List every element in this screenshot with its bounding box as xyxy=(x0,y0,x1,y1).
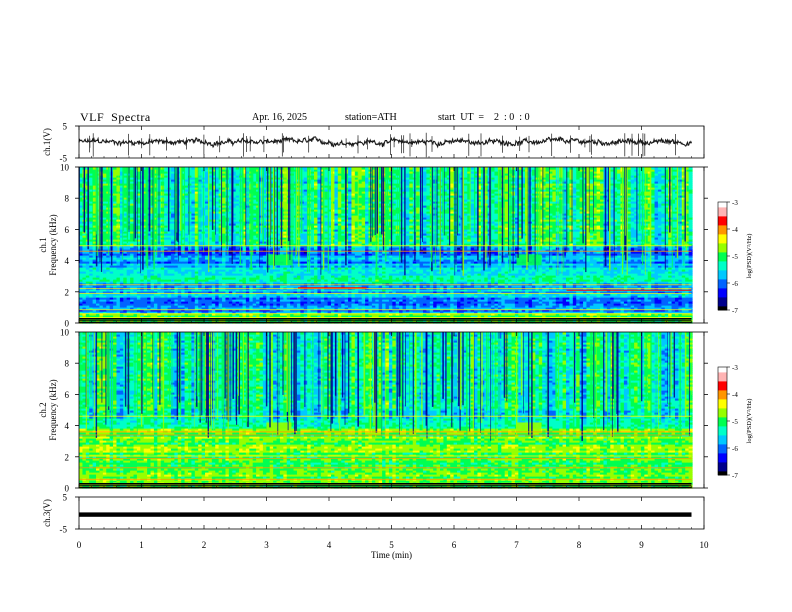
ch1-spectrogram-ytick-0: 0 xyxy=(65,319,70,329)
ch1-spectrogram-ytick-2: 4 xyxy=(65,256,70,266)
x-axis: 0 1 2 3 4 5 6 7 8 9 10 Time (min) xyxy=(77,126,709,560)
ch1-spectrogram-ytick-1: 2 xyxy=(65,287,70,297)
ch1-spikes xyxy=(89,132,676,158)
ch1-spectrogram-ytick-4: 8 xyxy=(65,194,70,204)
ch1-spectrogram-cbtick-2: -5 xyxy=(732,253,738,261)
xtick-1: 1 xyxy=(139,540,144,550)
ch2-spectrogram-cblabel: log(PSD)(V²/Hz) xyxy=(746,399,753,444)
ch3-waveform-ylabel: ch.3(V) xyxy=(42,499,52,527)
xtick-5: 5 xyxy=(389,540,394,550)
ch1-trace xyxy=(78,135,693,149)
ch3-waveform-ytick-1: -5 xyxy=(60,525,68,535)
xtick-3: 3 xyxy=(264,540,269,550)
ch1-waveform-ytick-0: 5 xyxy=(63,122,68,132)
xtick-2: 2 xyxy=(202,540,207,550)
ch1-spectrogram-ytick-5: 10 xyxy=(60,163,70,173)
ch1-spectrogram-cbtick-3: -6 xyxy=(732,280,738,288)
xtick-8: 8 xyxy=(577,540,582,550)
ch2-spectrogram-ytick-1: 2 xyxy=(65,452,70,462)
ch1-waveform-ytick-1: -5 xyxy=(60,154,68,164)
ch1-spectrogram-lines xyxy=(79,245,692,323)
ch2-spectrogram-streaks xyxy=(80,332,692,442)
ch1-spectrogram-patch-0 xyxy=(266,254,292,266)
xtick-9: 9 xyxy=(639,540,644,550)
ch1-waveform-ylabel: ch.1(V) xyxy=(42,128,52,156)
ch1-spectrogram-cbtick-4: -7 xyxy=(732,307,738,315)
figure-title: VLF Spectra xyxy=(80,110,151,125)
ch2-spectrogram-ylabel: ch.2Frequency (kHz) xyxy=(38,379,58,440)
ch1-spectrogram-cbtick-0: -3 xyxy=(732,199,738,207)
ch2-spectrogram-ytick-3: 6 xyxy=(65,390,70,400)
station-label: station=ATH xyxy=(345,112,397,123)
xtick-6: 6 xyxy=(452,540,457,550)
ch2-spectrogram-colorbar: -3 -4 -5 -6 -7 log(PSD)(V²/Hz) xyxy=(717,364,753,480)
ch2-spectrogram-ytick-4: 8 xyxy=(65,359,70,369)
ch2-spectrogram-cbtick-4: -7 xyxy=(732,472,738,480)
ch3-waveform-ytick-0: 5 xyxy=(63,493,68,503)
ch2-spectrogram-cbtick-3: -6 xyxy=(732,445,738,453)
ch1-spectrogram-streaks xyxy=(78,167,687,276)
ch1-spectrogram-ytick-3: 6 xyxy=(65,225,70,235)
ch2-spectrogram-ytick-0: 0 xyxy=(65,484,70,494)
ch2-spectrogram-cbtick-0: -3 xyxy=(732,364,738,372)
ch1-spectrogram-cbtick-1: -4 xyxy=(732,226,738,234)
ch2-spectrogram-patch-0 xyxy=(266,422,292,434)
xtick-0: 0 xyxy=(77,540,82,550)
ch2-spectrogram-cells xyxy=(79,332,693,489)
ch1-spectrogram-patch-1 xyxy=(516,254,542,266)
ch2-spectrogram-ytick-2: 4 xyxy=(65,421,70,431)
ch3-trace xyxy=(79,512,692,517)
ch1-spectrogram-ylabel: ch.1Frequency (kHz) xyxy=(38,214,58,275)
ch1-spectrogram-colorbar: -3 -4 -5 -6 -7 log(PSD)(V²/Hz) xyxy=(717,199,753,315)
x-axis-label: Time (min) xyxy=(371,550,412,560)
ch2-spectrogram-lines xyxy=(79,415,692,488)
date-label: Apr. 16, 2025 xyxy=(252,112,307,123)
ch1-spectrogram-panel: 0 2 4 6 8 10 ch.1Frequency (kHz) -3 -4 -5 -6 -7 log(… xyxy=(38,163,753,329)
ch1-spectrogram-cblabel: log(PSD)(V²/Hz) xyxy=(746,234,753,279)
ch2-spectrogram-panel: 0 2 4 6 8 10 ch.2Frequency (kHz) -3 -4 -5 -6 -7 log(… xyxy=(38,328,753,494)
ch2-spectrogram-cbtick-2: -5 xyxy=(732,418,738,426)
xtick-10: 10 xyxy=(700,540,710,550)
ch2-spectrogram-ytick-5: 10 xyxy=(60,328,70,338)
ch2-spectrogram-cbtick-1: -4 xyxy=(732,391,738,399)
xtick-4: 4 xyxy=(327,540,332,550)
start-time-label: start UT = 2 : 0 : 0 xyxy=(438,112,530,123)
xtick-7: 7 xyxy=(514,540,519,550)
